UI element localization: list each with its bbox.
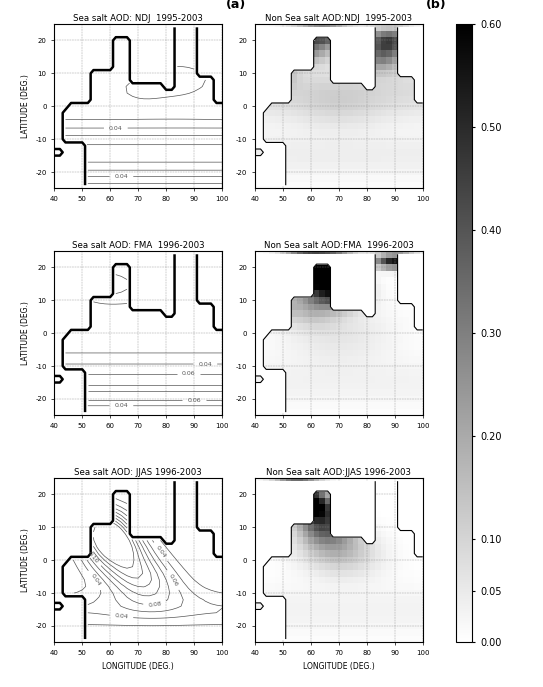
X-axis label: LONGITUDE (DEG.): LONGITUDE (DEG.) — [102, 662, 174, 671]
Title: Non Sea salt AOD:FMA  1996-2003: Non Sea salt AOD:FMA 1996-2003 — [264, 241, 414, 250]
Title: Sea salt AOD: JJAS 1996-2003: Sea salt AOD: JJAS 1996-2003 — [74, 468, 202, 477]
Text: 0.04: 0.04 — [109, 126, 123, 131]
Text: 0.04: 0.04 — [115, 613, 129, 620]
Text: 0.06: 0.06 — [168, 573, 179, 587]
Text: 0.08: 0.08 — [148, 601, 162, 608]
Y-axis label: LATITUDE (DEG.): LATITUDE (DEG.) — [21, 74, 30, 138]
Text: 0.04: 0.04 — [115, 403, 128, 408]
Y-axis label: LATITUDE (DEG.): LATITUDE (DEG.) — [21, 302, 30, 365]
Text: 0.10: 0.10 — [87, 550, 99, 564]
Text: 0.06: 0.06 — [187, 398, 201, 403]
Title: Non Sea salt AOD:JJAS 1996-2003: Non Sea salt AOD:JJAS 1996-2003 — [267, 468, 412, 477]
Y-axis label: LATITUDE (DEG.): LATITUDE (DEG.) — [21, 528, 30, 592]
Text: 0.04: 0.04 — [90, 573, 102, 587]
Title: Sea salt AOD: NDJ  1995-2003: Sea salt AOD: NDJ 1995-2003 — [73, 14, 203, 23]
Text: (a): (a) — [225, 0, 245, 11]
Title: Non Sea salt AOD:NDJ  1995-2003: Non Sea salt AOD:NDJ 1995-2003 — [266, 14, 413, 23]
Text: 0.04: 0.04 — [198, 361, 212, 367]
Title: Sea salt AOD: FMA  1996-2003: Sea salt AOD: FMA 1996-2003 — [72, 241, 205, 250]
Text: 0.04: 0.04 — [155, 545, 167, 559]
Text: (b): (b) — [426, 0, 447, 11]
X-axis label: LONGITUDE (DEG.): LONGITUDE (DEG.) — [303, 662, 375, 671]
Text: 0.04: 0.04 — [115, 174, 128, 179]
Text: 0.06: 0.06 — [182, 371, 195, 376]
